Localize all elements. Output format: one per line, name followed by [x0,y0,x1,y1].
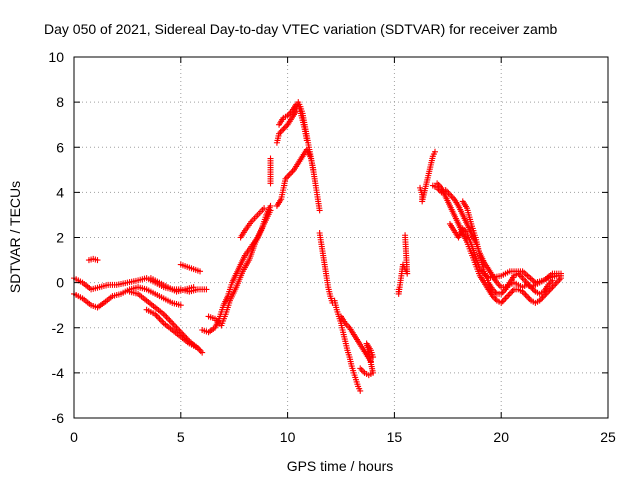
series-track-s [395,232,411,297]
data-point [316,207,323,214]
series-track-t [417,148,438,205]
data-point [177,302,184,309]
y-tick-label: 2 [56,230,64,246]
y-tick-label: 10 [48,49,64,65]
data-point [539,294,546,301]
axis-ticks: 0 5 10 15 20 25 -6 -4 -2 0 2 4 6 8 10 [48,49,616,445]
series-track-o [316,229,336,306]
data-point [558,270,565,277]
x-tick-label: 15 [387,429,403,445]
data-point [522,278,529,285]
series-track-e [85,255,101,264]
chart-title: Day 050 of 2021, Sidereal Day-to-day VTE… [44,21,557,37]
data-point [203,286,210,293]
data-point [555,278,562,285]
data-point [159,318,166,325]
series-track-n [276,101,310,144]
data-point [197,268,204,275]
y-tick-label: 4 [56,184,64,200]
data-point [370,354,377,361]
data-markers [71,99,565,394]
data-point [286,171,293,178]
data-point [156,315,163,322]
data-point [288,169,295,176]
data-point [506,290,513,297]
data-point [549,277,556,284]
data-point [261,205,268,212]
series-track-k [267,155,274,187]
series-track-i [205,202,274,329]
data-point [285,172,292,179]
series-track-x [446,220,565,286]
data-point [197,348,204,355]
x-tick-label: 25 [600,429,616,445]
data-point [522,291,529,298]
x-tick-label: 0 [70,429,78,445]
data-point [199,349,206,356]
data-point [357,365,364,372]
series-track-m [273,99,317,173]
data-point [157,317,164,324]
data-point [281,124,288,131]
data-point [523,293,530,300]
data-point [502,295,509,302]
data-point [496,282,503,289]
data-point [280,126,287,133]
x-tick-label: 20 [493,429,509,445]
series-track-j [237,205,268,241]
data-point [499,298,506,305]
y-tick-label: 8 [56,94,64,110]
data-point [166,317,173,324]
series-track-g [147,275,197,295]
data-point [503,293,510,300]
x-tick-label: 10 [280,429,296,445]
data-point [508,289,515,296]
data-point [162,312,169,319]
data-point [267,180,274,187]
data-point [402,232,409,239]
data-point [526,282,533,289]
series-track-l [273,146,323,214]
data-point [303,137,310,144]
x-tick-label: 5 [177,429,185,445]
data-point [525,294,532,301]
y-tick-label: 0 [56,275,64,291]
data-point [505,292,512,299]
data-point [163,314,170,321]
data-point [499,289,506,296]
grid-lines [74,57,608,418]
series-track-d [143,306,201,352]
data-point [94,257,101,264]
data-point [167,318,174,325]
y-tick-label: -6 [52,410,65,426]
data-point [509,287,516,294]
y-tick-label: 6 [56,139,64,155]
data-point [556,276,563,283]
series-track-r [357,340,377,379]
series-track-f [177,261,204,275]
y-tick-label: -4 [52,365,65,381]
data-point [169,320,176,327]
data-point [155,314,162,321]
data-point [278,127,285,134]
x-axis-label: GPS time / hours [287,458,394,474]
series-track-p [331,297,364,394]
y-axis-label: SDTVAR / TECUs [7,181,23,293]
data-point [194,345,201,352]
data-point [267,202,274,209]
data-point [164,315,171,322]
y-tick-label: -2 [52,320,65,336]
data-point [190,284,197,291]
data-point [310,166,317,173]
data-point [431,148,438,155]
data-point [358,366,365,373]
data-point [357,387,364,394]
